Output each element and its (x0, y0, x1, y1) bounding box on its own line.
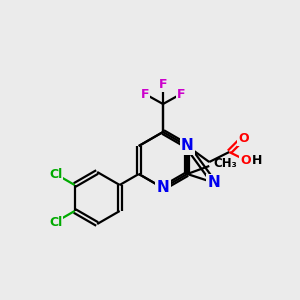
Text: H: H (252, 154, 262, 166)
Text: F: F (177, 88, 185, 100)
Text: F: F (141, 88, 149, 100)
Text: N: N (157, 181, 169, 196)
Text: CH₃: CH₃ (213, 158, 237, 170)
Text: Cl: Cl (49, 215, 62, 229)
Text: F: F (159, 77, 167, 91)
Text: N: N (181, 139, 194, 154)
Text: O: O (238, 131, 249, 145)
Text: Cl: Cl (49, 167, 62, 181)
Text: N: N (208, 175, 220, 190)
Text: O: O (240, 154, 250, 166)
